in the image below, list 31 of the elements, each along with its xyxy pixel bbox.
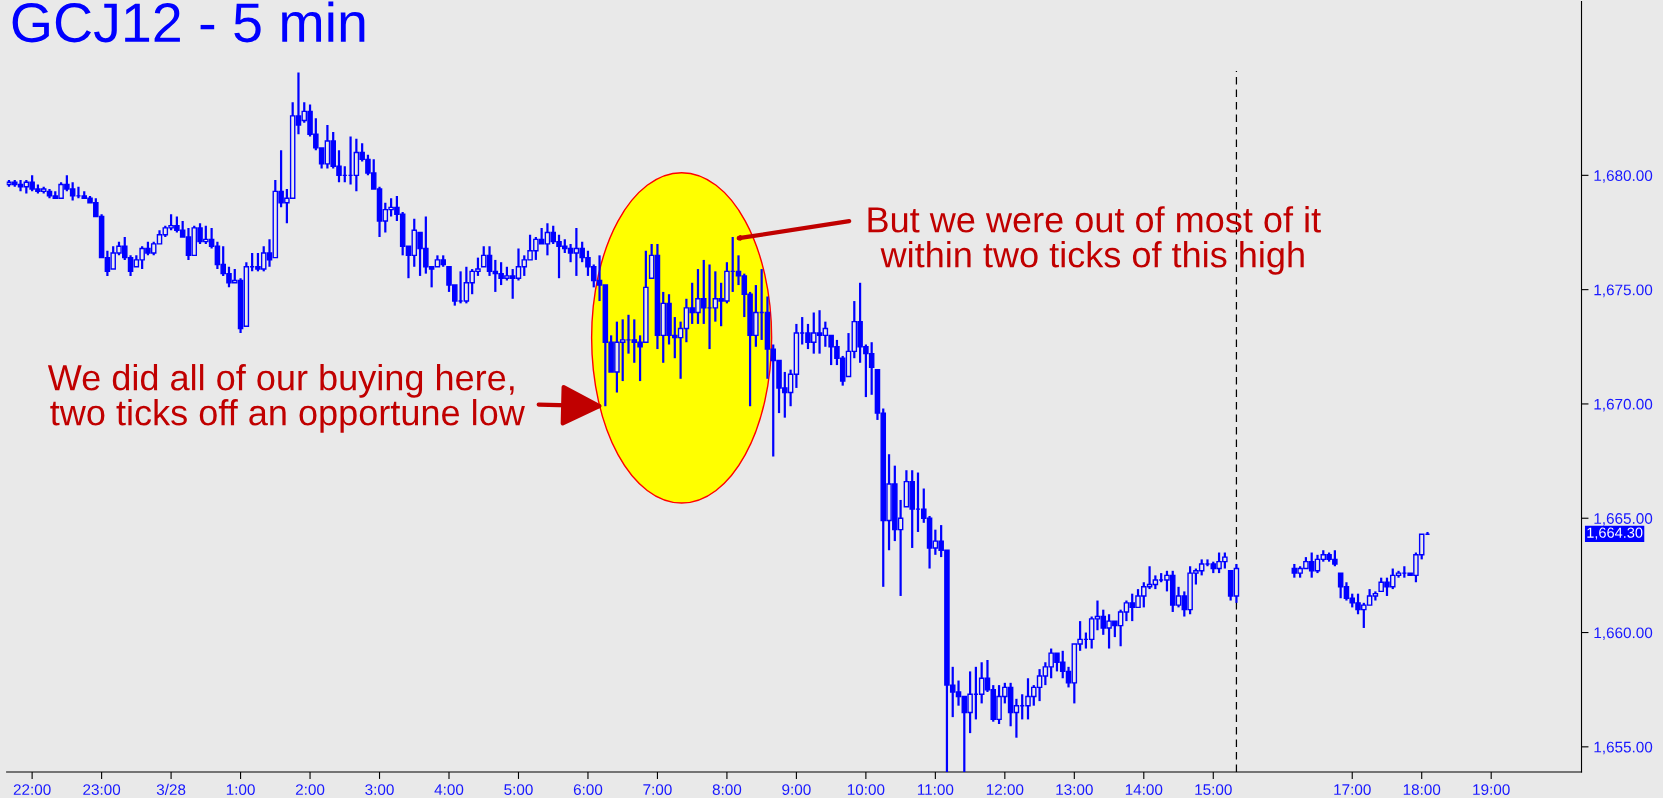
x-tick-label: 8:00 <box>712 784 742 796</box>
x-tick-label: 17:00 <box>1334 784 1371 796</box>
x-tick-label: 3:00 <box>365 784 394 796</box>
x-tick-label: 9:00 <box>782 784 811 796</box>
x-tick-label: 2:00 <box>295 784 325 796</box>
x-tick-label: 19:00 <box>1473 784 1510 796</box>
y-tick-label: 1,660.00 <box>1594 627 1653 641</box>
x-tick-label: 4:00 <box>434 784 464 796</box>
text: 1,664.30 <box>1587 527 1643 540</box>
y-tick-label: 1,680.00 <box>1594 170 1653 183</box>
x-tick-label: 10:00 <box>847 784 885 796</box>
x-tick-label: 12:00 <box>986 784 1024 796</box>
x-tick-label: 14:00 <box>1125 784 1163 796</box>
y-tick-label: 1,670.00 <box>1594 398 1653 412</box>
x-tick-label: 1:00 <box>226 784 255 796</box>
x-tick-label: 7:00 <box>643 784 672 796</box>
x-tick-label: 5:00 <box>504 784 533 796</box>
x-tick-label: 18:00 <box>1403 784 1441 796</box>
x-tick-label: 13:00 <box>1056 784 1093 796</box>
y-tick-label: 1,675.00 <box>1594 284 1653 298</box>
x-tick-label: 23:00 <box>83 784 121 796</box>
x-tick-label: 11:00 <box>917 784 954 796</box>
annotation: But we were out of most of it within two ticks of this high <box>868 206 1321 275</box>
y-tick-label: 1,665.00 <box>1594 513 1653 526</box>
x-tick-label: 22:00 <box>13 784 51 796</box>
chart-title: GCJ12 - 5 min <box>12 1 365 43</box>
x-tick-label: 3/28 <box>156 783 186 796</box>
x-tick-label: 6:00 <box>573 784 603 796</box>
x-tick-label: 15:00 <box>1195 784 1232 796</box>
y-tick-label: 1,655.00 <box>1594 741 1653 755</box>
annotation: We did all of our buying here, two ticks off an opportune low <box>47 364 525 433</box>
